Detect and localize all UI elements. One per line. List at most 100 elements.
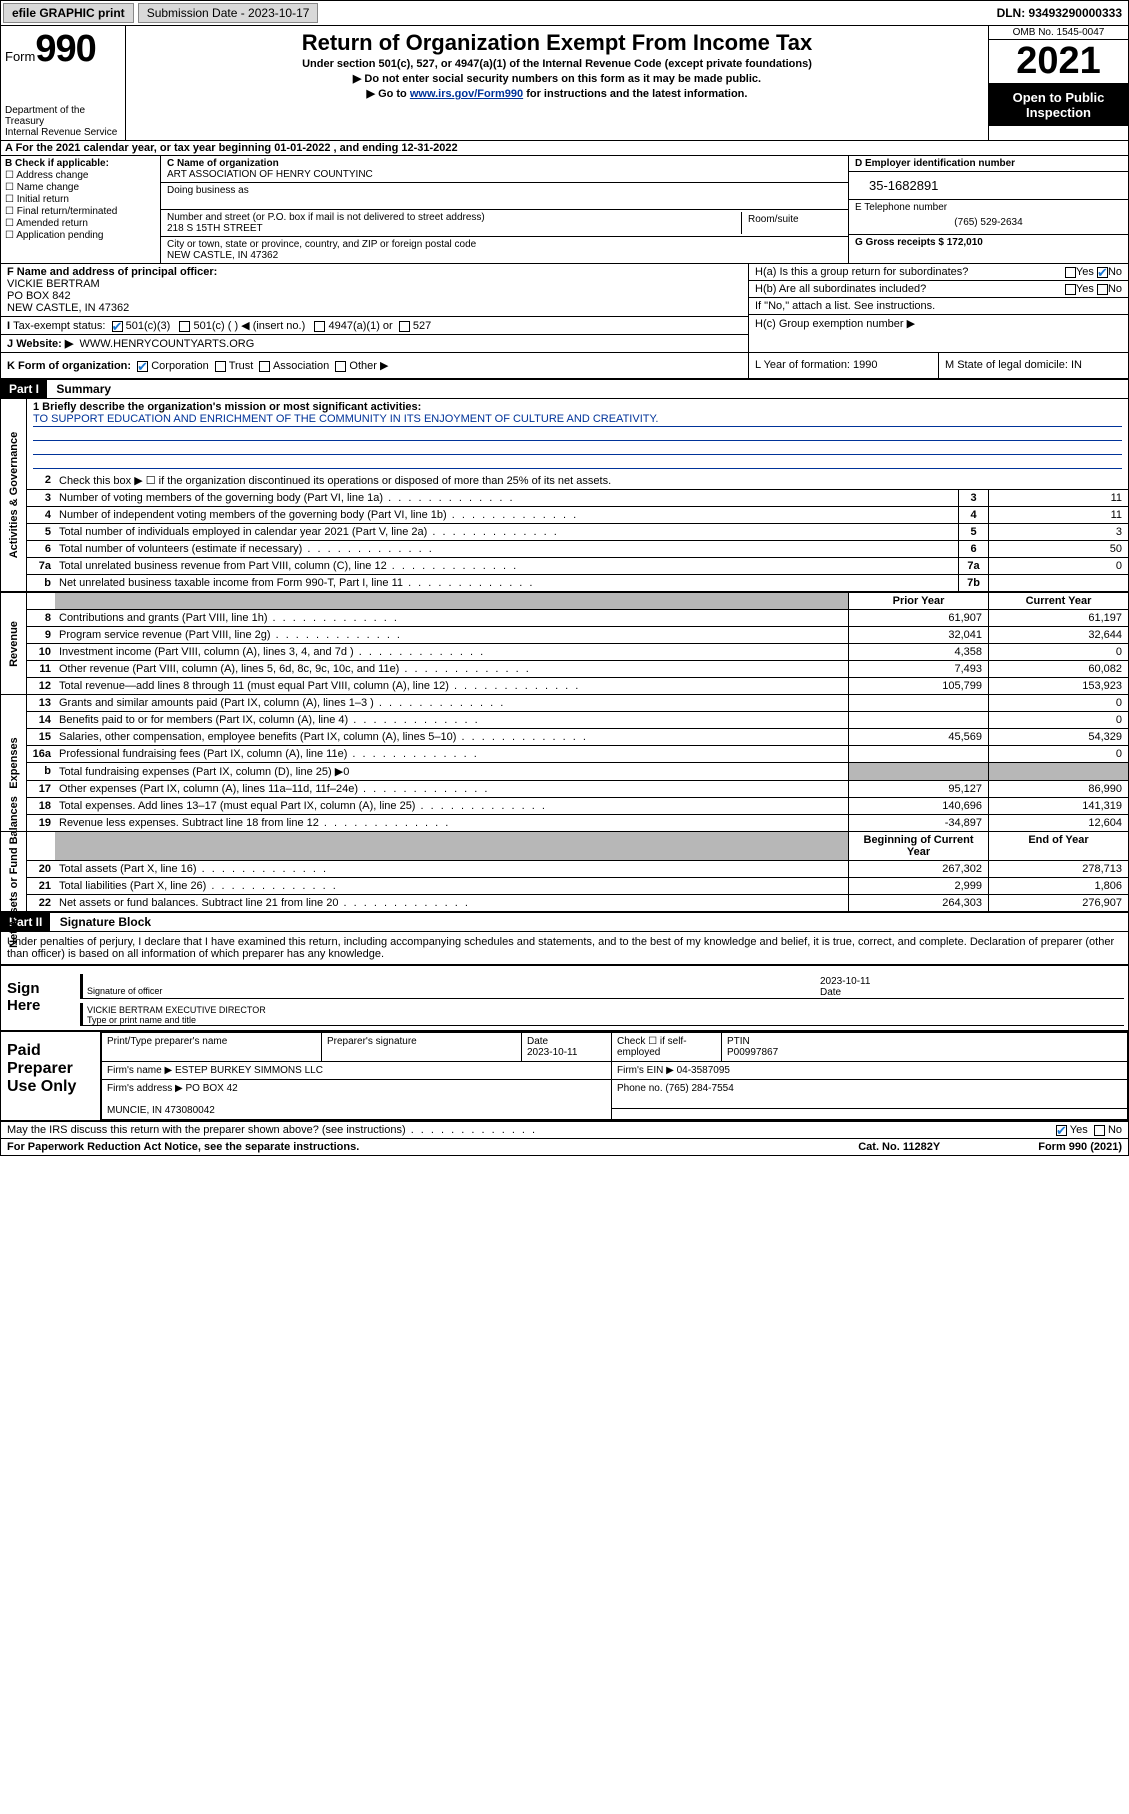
col-beg-year: Beginning of Current Year [848, 832, 988, 860]
vlabel-expenses: Expenses [8, 737, 20, 788]
l-year-formation: L Year of formation: 1990 [748, 353, 938, 378]
firm-ein: Firm's EIN ▶ 04-3587095 [612, 1062, 1128, 1080]
ein-label: D Employer identification number [855, 158, 1015, 169]
vlabel-netassets: Net Assets or Fund Balances [8, 796, 20, 948]
ha-no[interactable] [1097, 267, 1108, 278]
lbl-527: 527 [413, 320, 431, 332]
exp-18-c1: 140,696 [848, 798, 988, 814]
line-4-box: 4 [958, 507, 988, 523]
gross-receipts: G Gross receipts $ 172,010 [855, 237, 983, 248]
exp-14-desc: Benefits paid to or for members (Part IX… [55, 712, 848, 728]
line-6-box: 6 [958, 541, 988, 557]
part1-title: Summary [50, 380, 117, 398]
rev-9-c2: 32,644 [988, 627, 1128, 643]
rev-10-desc: Investment income (Part VIII, column (A)… [55, 644, 848, 660]
chk-initial-return[interactable]: ☐ Initial return [5, 194, 156, 205]
prep-name-hdr: Print/Type preparer's name [107, 1036, 227, 1047]
k-label: K Form of organization: [7, 360, 131, 372]
ein-value: 35-1682891 [849, 172, 1128, 200]
form-number: 990 [35, 28, 95, 70]
exp-14-c1 [848, 712, 988, 728]
k-assoc[interactable] [259, 361, 270, 372]
exp-17-desc: Other expenses (Part IX, column (A), lin… [55, 781, 848, 797]
website-value: WWW.HENRYCOUNTYARTS.ORG [79, 338, 254, 350]
line-4-desc: Number of independent voting members of … [55, 507, 958, 523]
sig-date-label: Date [820, 987, 841, 998]
city-state-zip: NEW CASTLE, IN 47362 [167, 250, 278, 261]
part1-badge: Part I [1, 380, 47, 398]
hb-note: If "No," attach a list. See instructions… [749, 298, 1128, 315]
line-b-val [988, 575, 1128, 591]
chk-address-change[interactable]: ☐ Address change [5, 170, 156, 181]
rev-10-c1: 4,358 [848, 644, 988, 660]
ha-no-lbl: No [1108, 266, 1122, 278]
submission-date: Submission Date - 2023-10-17 [138, 3, 319, 23]
k-other[interactable] [335, 361, 346, 372]
chk-4947[interactable] [314, 321, 325, 332]
lbl-4947: 4947(a)(1) or [329, 320, 393, 332]
rev-12-desc: Total revenue—add lines 8 through 11 (mu… [55, 678, 848, 694]
firm-phone: Phone no. (765) 284-7554 [612, 1080, 1128, 1109]
hc-label: H(c) Group exemption number ▶ [749, 315, 1128, 332]
part2-title: Signature Block [54, 913, 157, 931]
exp-13-c1 [848, 695, 988, 711]
k-corp[interactable] [137, 361, 148, 372]
exp-b-c1 [848, 763, 988, 780]
chk-501c3[interactable] [112, 321, 123, 332]
firm-name: Firm's name ▶ ESTEP BURKEY SIMMONS LLC [102, 1062, 612, 1080]
exp-15-c2: 54,329 [988, 729, 1128, 745]
discuss-no[interactable] [1094, 1125, 1105, 1136]
chk-amended-return[interactable]: ☐ Amended return [5, 218, 156, 229]
line1-label: 1 Briefly describe the organization's mi… [33, 401, 421, 413]
line-7a-desc: Total unrelated business revenue from Pa… [55, 558, 958, 574]
exp-13-c2: 0 [988, 695, 1128, 711]
open-public-1: Open to Public [1013, 90, 1105, 105]
col-current-year: Current Year [988, 593, 1128, 609]
vlabel-revenue: Revenue [8, 621, 20, 667]
exp-15-desc: Salaries, other compensation, employee b… [55, 729, 848, 745]
form-label: Form [5, 49, 35, 64]
net-22-c1: 264,303 [848, 895, 988, 911]
firm-addr2: MUNCIE, IN 473080042 [107, 1105, 215, 1116]
chk-527[interactable] [399, 321, 410, 332]
hb-label: H(b) Are all subordinates included? [755, 283, 1065, 295]
dept-treasury: Department of the Treasury [5, 105, 121, 127]
col-prior-year: Prior Year [848, 593, 988, 609]
tax-year: 2021 [989, 40, 1128, 84]
line-b-box: 7b [958, 575, 988, 591]
hb-yes[interactable] [1065, 284, 1076, 295]
line-6-val: 50 [988, 541, 1128, 557]
irs-link[interactable]: www.irs.gov/Form990 [410, 88, 523, 100]
hb-no[interactable] [1097, 284, 1108, 295]
open-public-2: Inspection [1026, 105, 1091, 120]
net-21-c1: 2,999 [848, 878, 988, 894]
officer-name: VICKIE BERTRAM [7, 278, 100, 290]
net-20-c1: 267,302 [848, 861, 988, 877]
rev-11-c2: 60,082 [988, 661, 1128, 677]
city-label: City or town, state or province, country… [167, 239, 476, 250]
cat-no: Cat. No. 11282Y [858, 1141, 1038, 1153]
name-title-label: Type or print name and title [87, 1015, 196, 1025]
k-trust[interactable] [215, 361, 226, 372]
chk-final-return[interactable]: ☐ Final return/terminated [5, 206, 156, 217]
k-assoc-lbl: Association [273, 360, 329, 372]
ha-yes[interactable] [1065, 267, 1076, 278]
net-22-c2: 276,907 [988, 895, 1128, 911]
chk-application-pending[interactable]: ☐ Application pending [5, 230, 156, 241]
prep-date-hdr: Date [527, 1036, 548, 1047]
chk-501c[interactable] [179, 321, 190, 332]
chk-name-change[interactable]: ☐ Name change [5, 182, 156, 193]
efile-print-button[interactable]: efile GRAPHIC print [3, 3, 134, 23]
net-22-desc: Net assets or fund balances. Subtract li… [55, 895, 848, 911]
officer-label: F Name and address of principal officer: [7, 266, 217, 278]
rev-9-desc: Program service revenue (Part VIII, line… [55, 627, 848, 643]
subtitle-2: ▶ Do not enter social security numbers o… [130, 72, 984, 85]
discuss-yes[interactable] [1056, 1125, 1067, 1136]
line-3-box: 3 [958, 490, 988, 506]
dept-irs: Internal Revenue Service [5, 127, 121, 138]
line-7a-box: 7a [958, 558, 988, 574]
prep-date-val: 2023-10-11 [527, 1047, 577, 1058]
hb-yes-lbl: Yes [1076, 283, 1094, 295]
m-state-domicile: M State of legal domicile: IN [938, 353, 1128, 378]
exp-16a-c1 [848, 746, 988, 762]
